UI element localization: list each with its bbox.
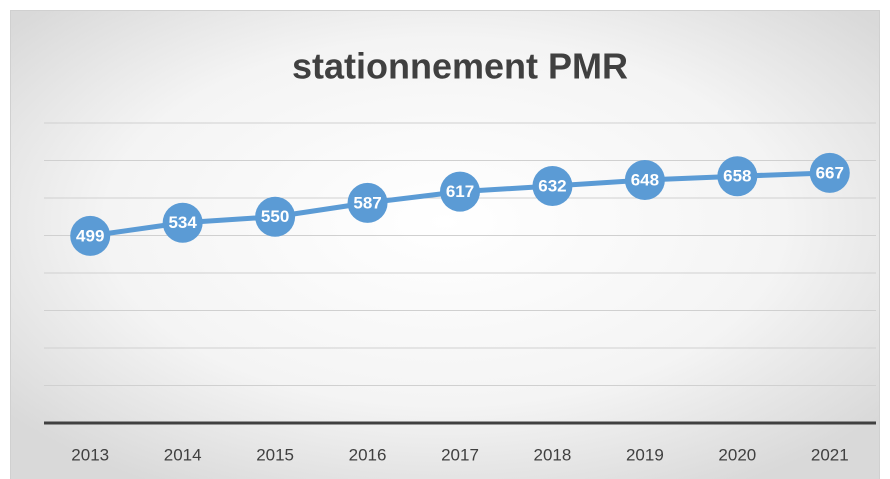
- data-label: 648: [631, 170, 659, 189]
- x-tick-label: 2017: [441, 445, 479, 464]
- x-tick-label: 2019: [626, 445, 664, 464]
- data-point: [532, 166, 573, 206]
- data-point: [255, 196, 296, 237]
- data-point: [347, 182, 388, 223]
- data-label: 499: [76, 226, 104, 245]
- data-point: [809, 152, 850, 193]
- data-point: [717, 156, 758, 197]
- data-label: 587: [353, 193, 381, 212]
- x-tick-label: 2020: [718, 445, 756, 464]
- data-label: 667: [816, 163, 844, 182]
- data-point: [162, 202, 203, 243]
- data-point: [624, 160, 665, 200]
- data-label: 617: [446, 182, 474, 201]
- x-tick-label: 2021: [811, 445, 849, 464]
- data-point: [440, 171, 480, 212]
- data-label: 658: [723, 167, 751, 186]
- x-tick-label: 2015: [256, 445, 294, 464]
- chart-title: stationnement PMR: [292, 46, 628, 87]
- x-tick-label: 2018: [534, 445, 572, 464]
- chart-area: [10, 10, 880, 479]
- data-point: [70, 215, 111, 256]
- data-label: 632: [538, 176, 566, 195]
- x-tick-label: 2013: [71, 445, 109, 464]
- x-tick-label: 2016: [349, 445, 387, 464]
- data-label: 550: [261, 207, 289, 226]
- data-label: 534: [168, 213, 197, 232]
- x-tick-label: 2014: [164, 445, 202, 464]
